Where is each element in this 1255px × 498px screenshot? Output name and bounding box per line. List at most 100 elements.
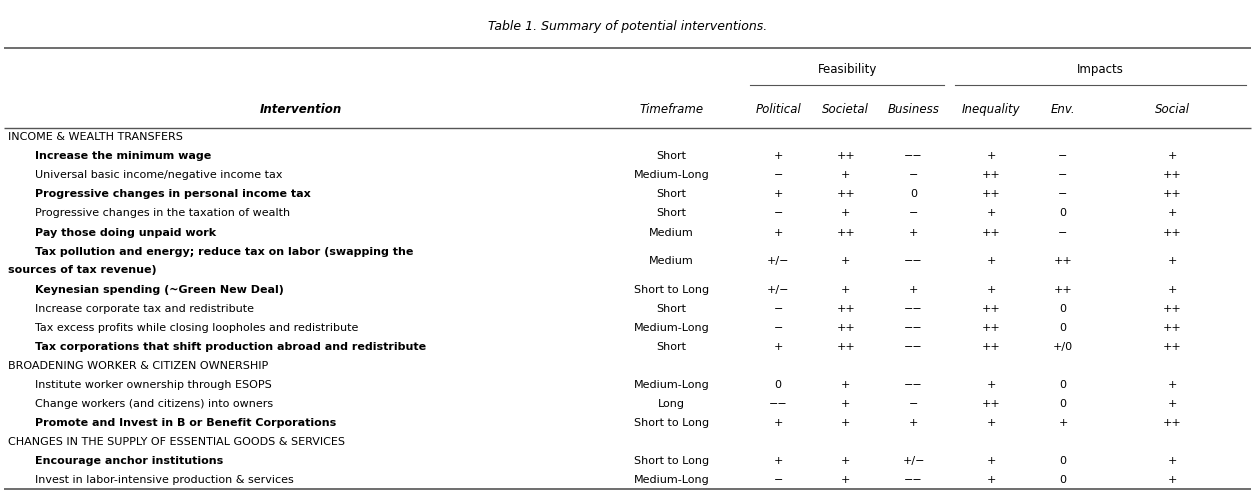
Text: Feasibility: Feasibility xyxy=(817,63,877,76)
Text: ++: ++ xyxy=(983,342,1000,352)
Text: +: + xyxy=(1167,256,1177,266)
Text: 0: 0 xyxy=(1059,323,1067,333)
Text: INCOME & WEALTH TRANSFERS: INCOME & WEALTH TRANSFERS xyxy=(8,132,182,142)
Text: Progressive changes in personal income tax: Progressive changes in personal income t… xyxy=(35,190,311,200)
Text: Universal basic income/negative income tax: Universal basic income/negative income t… xyxy=(35,170,282,180)
Text: ++: ++ xyxy=(983,398,1000,408)
Text: −: − xyxy=(773,209,783,219)
Text: 0: 0 xyxy=(1059,209,1067,219)
Text: Change workers (and citizens) into owners: Change workers (and citizens) into owner… xyxy=(35,398,274,408)
Text: +/0: +/0 xyxy=(1053,342,1073,352)
Text: Encourage anchor institutions: Encourage anchor institutions xyxy=(35,456,223,466)
Text: +/−: +/− xyxy=(902,456,925,466)
Text: Short: Short xyxy=(656,209,686,219)
Text: −: − xyxy=(773,475,783,485)
Text: Short: Short xyxy=(656,190,686,200)
Text: +: + xyxy=(1167,398,1177,408)
Text: Political: Political xyxy=(756,103,801,116)
Text: Timeframe: Timeframe xyxy=(639,103,704,116)
Text: Invest in labor-intensive production & services: Invest in labor-intensive production & s… xyxy=(35,475,294,485)
Text: +: + xyxy=(841,417,851,427)
Text: Short: Short xyxy=(656,342,686,352)
Text: ++: ++ xyxy=(1054,256,1072,266)
Text: +: + xyxy=(841,398,851,408)
Text: Short to Long: Short to Long xyxy=(634,417,709,427)
Text: Short: Short xyxy=(656,303,686,314)
Text: Pay those doing unpaid work: Pay those doing unpaid work xyxy=(35,228,216,238)
Text: Societal: Societal xyxy=(822,103,870,116)
Text: +: + xyxy=(841,456,851,466)
Text: sources of tax revenue): sources of tax revenue) xyxy=(8,264,156,274)
Text: Increase the minimum wage: Increase the minimum wage xyxy=(35,151,211,161)
Text: +: + xyxy=(841,379,851,389)
Text: ++: ++ xyxy=(837,151,855,161)
Text: ++: ++ xyxy=(1163,190,1181,200)
Text: +: + xyxy=(773,417,783,427)
Text: ++: ++ xyxy=(983,323,1000,333)
Text: 0: 0 xyxy=(1059,456,1067,466)
Text: Progressive changes in the taxation of wealth: Progressive changes in the taxation of w… xyxy=(35,209,290,219)
Text: +: + xyxy=(1167,456,1177,466)
Text: +: + xyxy=(1167,284,1177,294)
Text: −−: −− xyxy=(905,151,922,161)
Text: +: + xyxy=(986,417,996,427)
Text: ++: ++ xyxy=(837,190,855,200)
Text: Medium-Long: Medium-Long xyxy=(634,170,709,180)
Text: +: + xyxy=(841,475,851,485)
Text: +: + xyxy=(986,379,996,389)
Text: Inequality: Inequality xyxy=(963,103,1020,116)
Text: Medium-Long: Medium-Long xyxy=(634,323,709,333)
Text: Institute worker ownership through ESOPS: Institute worker ownership through ESOPS xyxy=(35,379,272,389)
Text: ++: ++ xyxy=(983,190,1000,200)
Text: +: + xyxy=(773,228,783,238)
Text: +: + xyxy=(841,209,851,219)
Text: Short to Long: Short to Long xyxy=(634,456,709,466)
Text: −: − xyxy=(909,398,919,408)
Text: BROADENING WORKER & CITIZEN OWNERSHIP: BROADENING WORKER & CITIZEN OWNERSHIP xyxy=(8,361,267,371)
Text: +: + xyxy=(773,342,783,352)
Text: 0: 0 xyxy=(1059,475,1067,485)
Text: ++: ++ xyxy=(1163,170,1181,180)
Text: −: − xyxy=(1058,151,1068,161)
Text: 0: 0 xyxy=(1059,303,1067,314)
Text: ++: ++ xyxy=(1163,417,1181,427)
Text: +: + xyxy=(1058,417,1068,427)
Text: 0: 0 xyxy=(1059,379,1067,389)
Text: +: + xyxy=(773,151,783,161)
Text: +: + xyxy=(1167,379,1177,389)
Text: ++: ++ xyxy=(837,303,855,314)
Text: +: + xyxy=(909,417,919,427)
Text: Keynesian spending (~Green New Deal): Keynesian spending (~Green New Deal) xyxy=(35,284,284,294)
Text: +: + xyxy=(986,209,996,219)
Text: Medium: Medium xyxy=(649,256,694,266)
Text: +: + xyxy=(986,284,996,294)
Text: Env.: Env. xyxy=(1050,103,1076,116)
Text: Medium-Long: Medium-Long xyxy=(634,379,709,389)
Text: ++: ++ xyxy=(983,303,1000,314)
Text: +: + xyxy=(986,456,996,466)
Text: −: − xyxy=(1058,170,1068,180)
Text: Impacts: Impacts xyxy=(1077,63,1124,76)
Text: −−: −− xyxy=(905,256,922,266)
Text: ++: ++ xyxy=(1163,303,1181,314)
Text: +: + xyxy=(986,475,996,485)
Text: −: − xyxy=(773,170,783,180)
Text: ++: ++ xyxy=(837,323,855,333)
Text: +: + xyxy=(841,256,851,266)
Text: −: − xyxy=(1058,190,1068,200)
Text: ++: ++ xyxy=(983,228,1000,238)
Text: +: + xyxy=(1167,475,1177,485)
Text: 0: 0 xyxy=(1059,398,1067,408)
Text: +/−: +/− xyxy=(767,256,789,266)
Text: Short: Short xyxy=(656,151,686,161)
Text: −−: −− xyxy=(905,342,922,352)
Text: +: + xyxy=(773,190,783,200)
Text: +: + xyxy=(909,228,919,238)
Text: ++: ++ xyxy=(1163,323,1181,333)
Text: Tax corporations that shift production abroad and redistribute: Tax corporations that shift production a… xyxy=(35,342,427,352)
Text: Social: Social xyxy=(1155,103,1190,116)
Text: −−: −− xyxy=(905,379,922,389)
Text: −: − xyxy=(773,303,783,314)
Text: −−: −− xyxy=(905,323,922,333)
Text: +: + xyxy=(1167,209,1177,219)
